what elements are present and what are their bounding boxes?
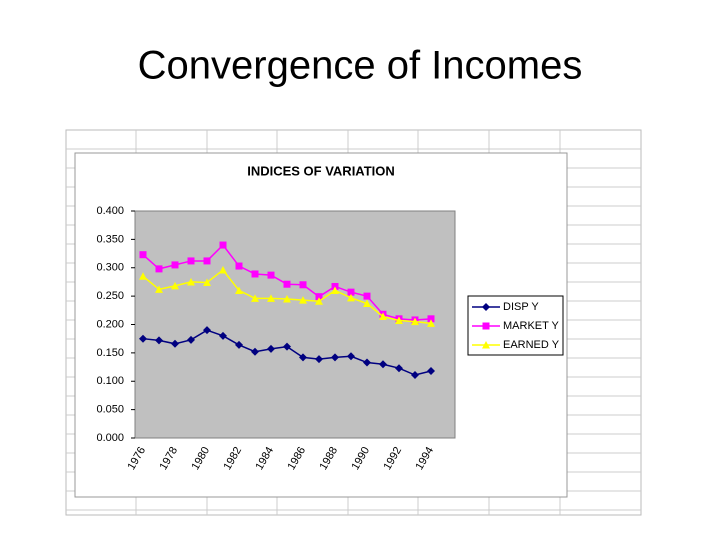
marker xyxy=(482,322,490,330)
marker xyxy=(203,257,211,265)
marker xyxy=(427,319,435,327)
marker xyxy=(251,294,259,302)
marker xyxy=(171,281,179,290)
marker xyxy=(331,286,339,294)
marker xyxy=(171,261,179,269)
marker xyxy=(203,278,211,287)
marker xyxy=(155,265,163,273)
marker xyxy=(187,257,195,265)
y-tick-label: 0.300 xyxy=(96,262,124,274)
marker xyxy=(395,364,403,373)
marker xyxy=(187,335,195,344)
marker xyxy=(363,299,371,308)
y-tick-label: 0.150 xyxy=(96,347,124,359)
y-tick-label: 0.200 xyxy=(96,318,124,330)
marker xyxy=(315,293,323,301)
marker xyxy=(363,358,371,367)
marker xyxy=(299,353,307,362)
marker xyxy=(139,334,147,343)
marker xyxy=(139,251,147,259)
marker xyxy=(219,331,227,340)
marker xyxy=(482,303,490,311)
legend-label: DISP Y xyxy=(503,301,539,313)
y-tick-label: 0.000 xyxy=(96,432,124,444)
marker xyxy=(267,271,275,279)
marker xyxy=(299,296,307,304)
marker xyxy=(251,347,259,356)
marker xyxy=(187,277,195,286)
marker xyxy=(283,294,291,303)
marker xyxy=(267,294,275,302)
marker xyxy=(347,352,355,361)
marker xyxy=(411,317,419,326)
marker xyxy=(155,336,163,345)
marker xyxy=(379,360,387,369)
y-tick-label: 0.350 xyxy=(96,233,124,245)
marker xyxy=(315,297,323,305)
marker xyxy=(315,355,323,364)
slide-title: Convergence of Incomes xyxy=(138,44,583,88)
marker xyxy=(427,315,435,323)
marker xyxy=(219,241,227,249)
marker xyxy=(283,342,291,351)
y-tick-label: 0.100 xyxy=(96,375,124,387)
marker xyxy=(283,280,291,288)
marker xyxy=(299,281,307,289)
y-tick-label: 0.250 xyxy=(96,290,124,302)
legend-label: EARNED Y xyxy=(503,339,560,351)
y-tick-label: 0.050 xyxy=(96,404,124,416)
chart-title: INDICES OF VARIATION xyxy=(247,163,395,178)
marker xyxy=(395,316,403,325)
marker xyxy=(427,367,435,376)
marker xyxy=(331,353,339,362)
y-tick-label: 0.400 xyxy=(96,205,124,217)
marker xyxy=(363,292,371,300)
marker xyxy=(235,340,243,349)
marker xyxy=(482,341,490,349)
marker xyxy=(251,270,259,278)
marker xyxy=(235,286,243,294)
marker xyxy=(235,262,243,270)
marker xyxy=(155,285,163,293)
marker xyxy=(347,288,355,296)
marker xyxy=(379,312,387,321)
legend-label: MARKET Y xyxy=(503,320,559,332)
marker xyxy=(203,326,211,335)
marker xyxy=(219,266,227,274)
marker xyxy=(347,293,355,302)
marker xyxy=(171,339,179,348)
marker xyxy=(267,344,275,353)
plot-area xyxy=(134,210,456,439)
marker xyxy=(411,371,419,380)
marker xyxy=(139,272,147,280)
